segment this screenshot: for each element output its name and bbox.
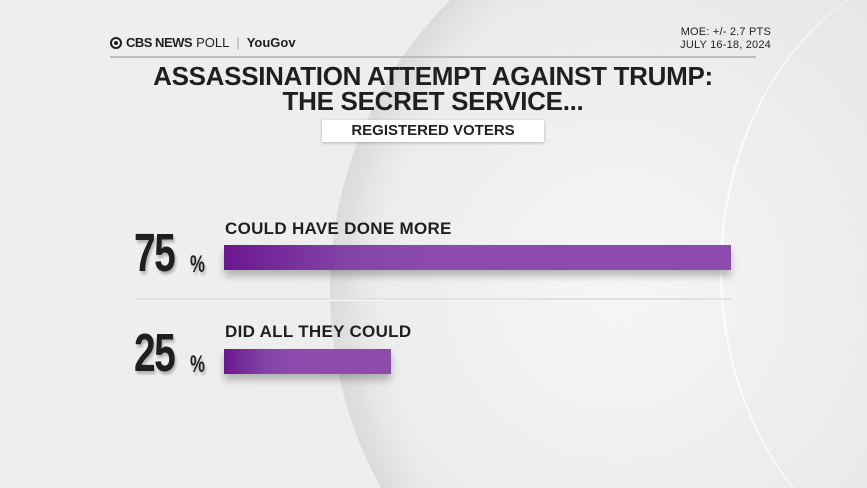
- percent-number: 25: [134, 323, 176, 383]
- bar-label: COULD HAVE DONE MORE: [225, 219, 452, 238]
- percent-value: 25 %: [134, 323, 220, 383]
- population-badge: REGISTERED VOTERS: [322, 120, 544, 142]
- row-divider: [136, 298, 731, 301]
- margin-of-error: MOE: +/- 2.7 PTS: [680, 26, 771, 38]
- chart-title: ASSASSINATION ATTEMPT AGAINST TRUMP: THE…: [100, 61, 766, 116]
- partner-name: YouGov: [246, 35, 296, 50]
- bar: [224, 245, 731, 270]
- bar-row: 75 % COULD HAVE DONE MORE: [134, 218, 734, 288]
- title-line-1: ASSASSINATION ATTEMPT AGAINST TRUMP:: [153, 61, 713, 91]
- percent-sign: %: [190, 251, 205, 278]
- background-arc-highlight: [720, 0, 867, 488]
- bar: [224, 349, 391, 374]
- poll-logo: CBS NEWS POLL | YouGov: [110, 35, 296, 50]
- cbs-eye-icon: [110, 36, 122, 49]
- percent-sign: %: [190, 351, 205, 378]
- brand-suffix: POLL: [196, 35, 230, 50]
- brand-name: CBS NEWS: [126, 35, 193, 50]
- bar-row: 25 % DID ALL THEY COULD: [134, 322, 734, 392]
- logo-separator: |: [236, 35, 240, 50]
- title-line-2: THE SECRET SERVICE...: [282, 86, 584, 116]
- poll-dates: JULY 16-18, 2024: [680, 39, 771, 51]
- percent-value: 75 %: [134, 223, 220, 283]
- poll-meta: MOE: +/- 2.7 PTS JULY 16-18, 2024: [680, 26, 771, 52]
- header-divider: [110, 56, 756, 58]
- bar-label: DID ALL THEY COULD: [225, 322, 412, 341]
- percent-number: 75: [134, 223, 176, 283]
